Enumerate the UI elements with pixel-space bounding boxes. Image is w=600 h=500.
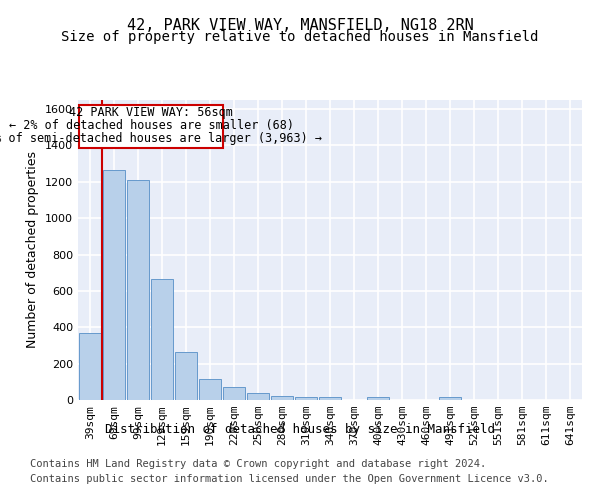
Text: 42, PARK VIEW WAY, MANSFIELD, NG18 2RN: 42, PARK VIEW WAY, MANSFIELD, NG18 2RN bbox=[127, 18, 473, 32]
Bar bbox=[199, 379, 221, 400]
Bar bbox=[439, 398, 461, 400]
Text: ← 2% of detached houses are smaller (68): ← 2% of detached houses are smaller (68) bbox=[8, 119, 294, 132]
Bar bbox=[223, 388, 245, 400]
Bar bbox=[295, 398, 317, 400]
Bar bbox=[247, 394, 269, 400]
Text: Contains HM Land Registry data © Crown copyright and database right 2024.: Contains HM Land Registry data © Crown c… bbox=[30, 459, 486, 469]
Text: 42 PARK VIEW WAY: 56sqm: 42 PARK VIEW WAY: 56sqm bbox=[69, 106, 233, 118]
Text: 98% of semi-detached houses are larger (3,963) →: 98% of semi-detached houses are larger (… bbox=[0, 132, 322, 145]
Bar bbox=[367, 398, 389, 400]
Bar bbox=[175, 352, 197, 400]
Bar bbox=[151, 279, 173, 400]
Bar bbox=[79, 332, 101, 400]
Text: Size of property relative to detached houses in Mansfield: Size of property relative to detached ho… bbox=[61, 30, 539, 44]
Y-axis label: Number of detached properties: Number of detached properties bbox=[26, 152, 40, 348]
Bar bbox=[271, 396, 293, 400]
Text: Distribution of detached houses by size in Mansfield: Distribution of detached houses by size … bbox=[105, 422, 495, 436]
Bar bbox=[127, 180, 149, 400]
Bar bbox=[103, 170, 125, 400]
Bar bbox=[79, 104, 223, 148]
Text: Contains public sector information licensed under the Open Government Licence v3: Contains public sector information licen… bbox=[30, 474, 549, 484]
Bar bbox=[319, 398, 341, 400]
